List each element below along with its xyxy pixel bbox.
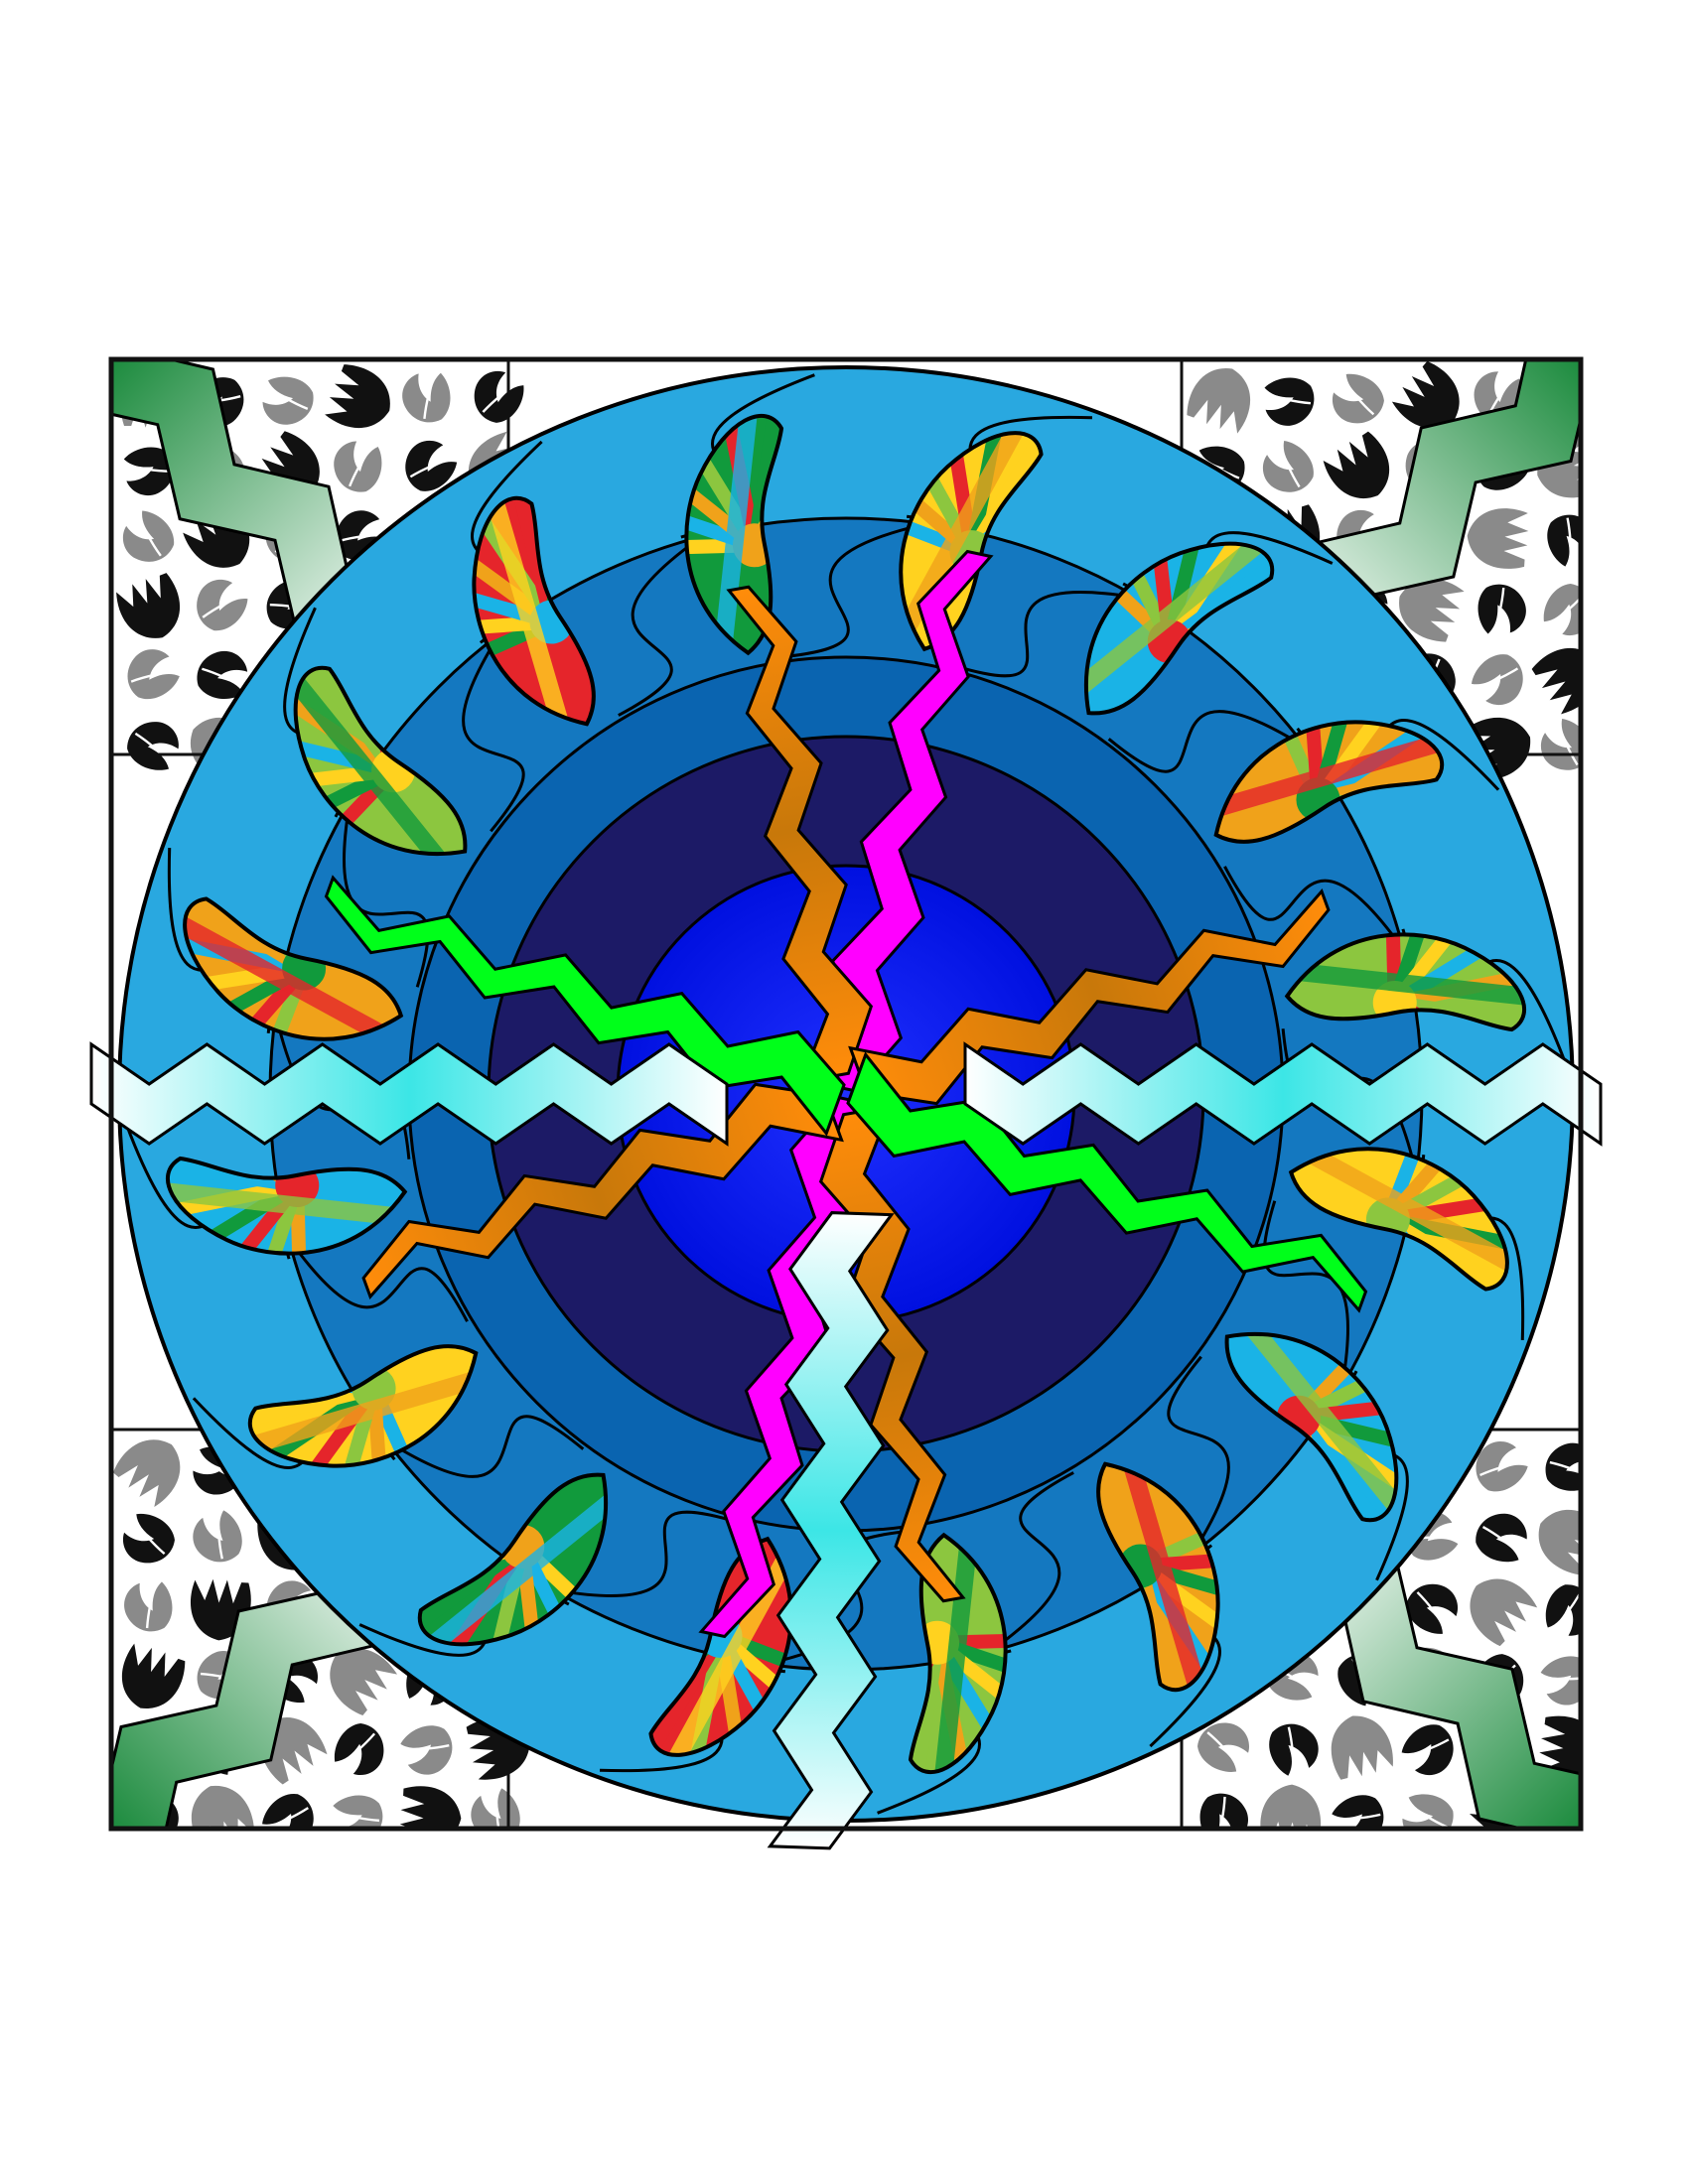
leaf-icon	[334, 441, 382, 492]
mandala-disc	[89, 365, 1603, 1850]
leaf-icon	[1401, 1724, 1454, 1775]
bolt-orange	[726, 585, 874, 1084]
leaf-icon	[197, 579, 248, 631]
frame-border	[108, 356, 1584, 1832]
leaf-icon	[1406, 1583, 1459, 1634]
bolt-green	[324, 875, 846, 1137]
leaf-icon	[405, 440, 458, 491]
leaf-icon	[1262, 440, 1314, 492]
fan-leaf-icon	[112, 1439, 181, 1508]
leaf-icon	[402, 369, 451, 423]
leaf-icon	[1269, 1723, 1319, 1777]
fan-leaf-icon	[1260, 1784, 1322, 1829]
leaf-icon	[1197, 1722, 1249, 1772]
leaf-icon	[399, 1725, 453, 1775]
leaf-icon	[330, 1795, 383, 1829]
leaf-icon	[1471, 654, 1523, 706]
fan-leaf-icon	[325, 364, 390, 429]
fan-leaf-icon	[121, 1643, 186, 1708]
middle-wave-lines	[275, 523, 1417, 1665]
leaf-icon	[124, 1578, 173, 1632]
fan-leaf-icon	[330, 1648, 398, 1716]
fan-leaf-icon	[1391, 360, 1460, 429]
leaf-icon	[121, 447, 175, 496]
fan-leaf-icon	[1323, 431, 1390, 499]
leaf-icon	[127, 722, 179, 770]
leaf-icon	[1545, 1442, 1581, 1491]
fan-leaf-icon	[1538, 1715, 1581, 1777]
fan-leaf-icon	[1467, 508, 1529, 569]
fan-leaf-icon	[1470, 1578, 1538, 1647]
leaf-icon	[1402, 1794, 1454, 1829]
fan-leaf-icon	[1399, 578, 1465, 642]
leaf-icon	[1331, 1795, 1384, 1829]
leaf-icon	[474, 370, 524, 423]
lightning-bolts	[89, 549, 1603, 1850]
fan-leaf-icon	[116, 573, 181, 638]
bolt-white	[767, 1211, 895, 1850]
leaf-icon	[1332, 373, 1384, 424]
leaf-icon	[1199, 1793, 1248, 1829]
bolt-white	[963, 1041, 1603, 1147]
bolt-green	[846, 1051, 1368, 1313]
fan-leaf-icon	[191, 1785, 255, 1829]
leaf-icon	[334, 1723, 384, 1775]
leaf-icon	[262, 376, 314, 425]
fan-leaf-icon	[1331, 1715, 1393, 1780]
fan-leaf-icon	[1466, 717, 1531, 780]
leaf-icon	[1547, 514, 1581, 568]
leaf-icon	[1477, 584, 1526, 637]
fan-leaf-icon	[1187, 368, 1251, 434]
fan-leaf-icon	[1531, 647, 1581, 715]
leaf-icon	[1261, 377, 1315, 426]
fan-leaf-icon	[1538, 1510, 1581, 1575]
leaf-icon	[1476, 1513, 1527, 1563]
leaf-icon	[1476, 1441, 1528, 1492]
leaf-icon	[193, 1509, 242, 1563]
leaf-icon	[123, 1513, 175, 1564]
fan-leaf-icon	[399, 1786, 462, 1829]
bolt-magenta	[801, 549, 994, 1093]
leaf-icon	[127, 649, 180, 699]
leaf-icon	[122, 510, 175, 562]
bolt-white	[89, 1041, 729, 1147]
